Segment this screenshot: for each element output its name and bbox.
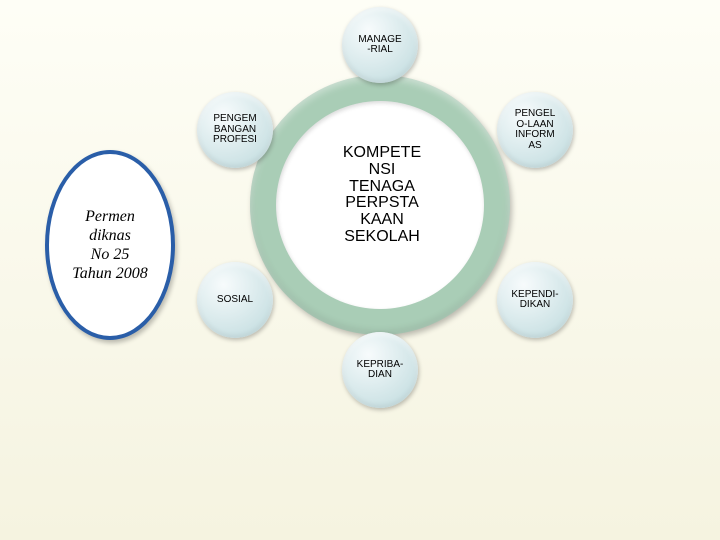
node-managerial: MANAGE-RIAL	[342, 7, 418, 83]
node-pengembangan: PENGEMBANGANPROFESI	[197, 92, 273, 168]
node-pengelolaan-label: PENGELO-LAANINFORMAS	[511, 105, 560, 155]
center-title: KOMPETENSITENAGAPERPSTAKAANSEKOLAH	[332, 145, 432, 246]
source-ellipse-label: PermendiknasNo 25Tahun 2008	[66, 201, 153, 290]
node-kepribadian-label: KEPRIBA-DIAN	[353, 356, 408, 385]
node-sosial: SOSIAL	[197, 262, 273, 338]
node-kependidikan: KEPENDI-DIKAN	[497, 262, 573, 338]
node-pengelolaan: PENGELO-LAANINFORMAS	[497, 92, 573, 168]
node-managerial-label: MANAGE-RIAL	[354, 31, 405, 60]
source-ellipse: PermendiknasNo 25Tahun 2008	[45, 150, 175, 340]
node-pengembangan-label: PENGEMBANGANPROFESI	[209, 110, 261, 150]
node-kepribadian: KEPRIBA-DIAN	[342, 332, 418, 408]
node-kependidikan-label: KEPENDI-DIKAN	[507, 286, 562, 315]
node-sosial-label: SOSIAL	[213, 291, 257, 310]
